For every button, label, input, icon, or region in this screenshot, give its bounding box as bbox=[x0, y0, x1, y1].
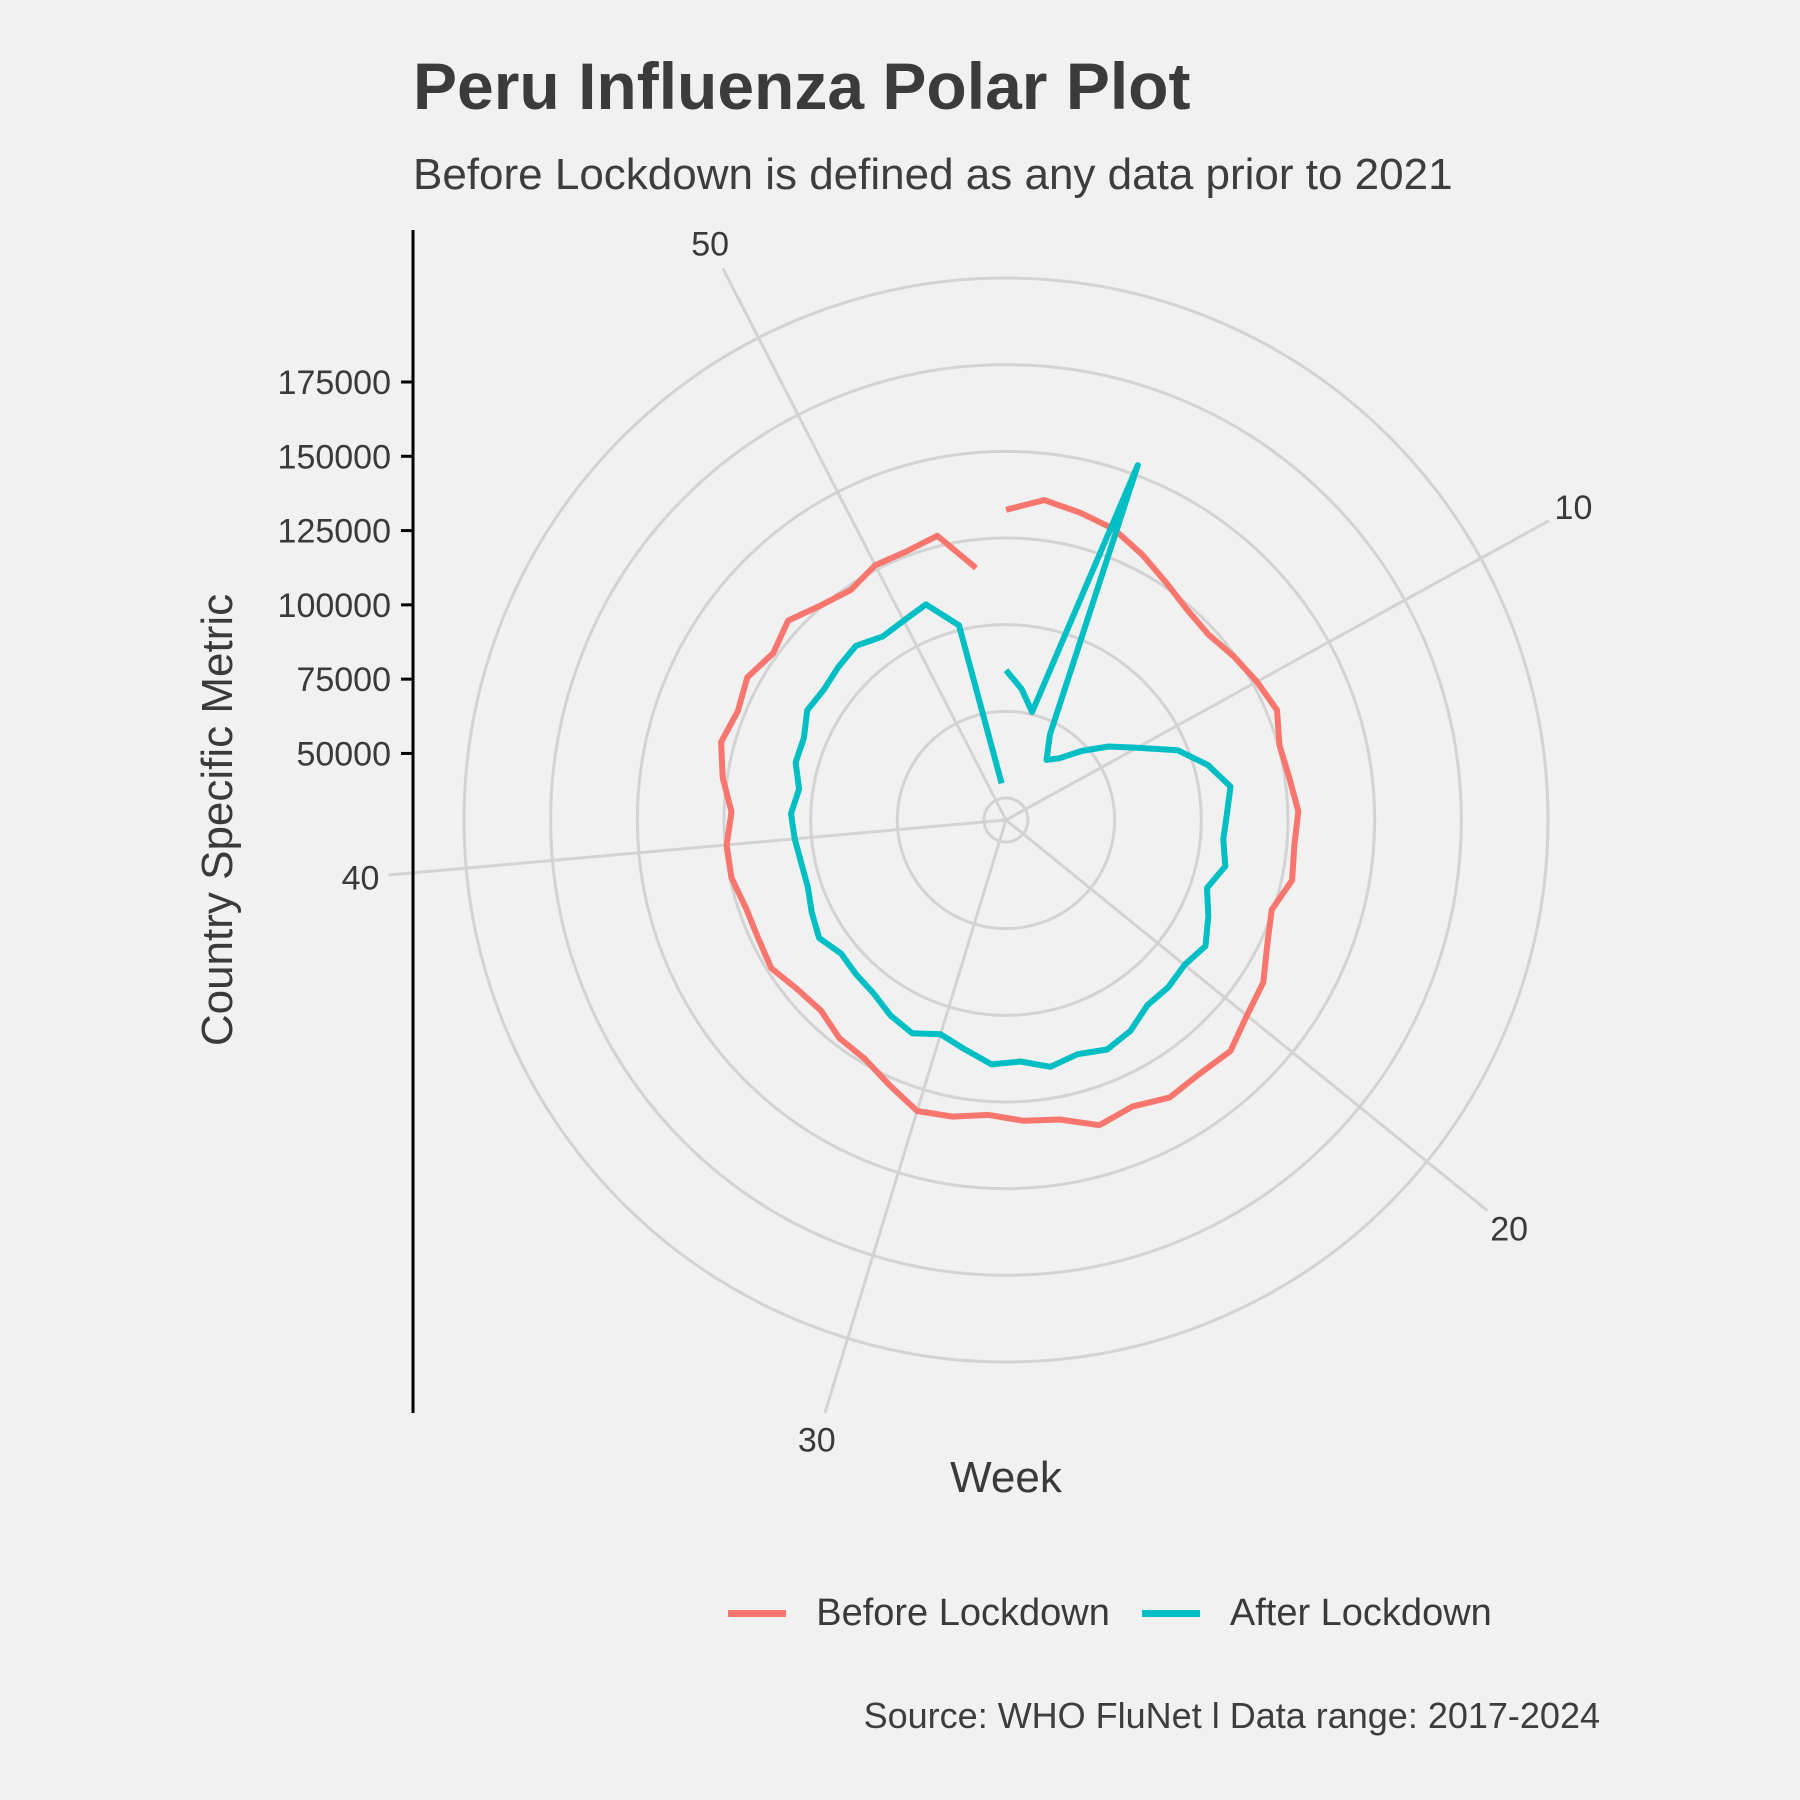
y-tick-label: 100000 bbox=[278, 587, 391, 625]
series-line-before-lockdown bbox=[718, 497, 1302, 1129]
grid-spoke bbox=[388, 818, 1007, 877]
x-tick-labels: 10 20 30 40 50 bbox=[342, 226, 1593, 1460]
legend-key-after bbox=[1141, 1610, 1200, 1617]
grid-ring bbox=[809, 623, 1203, 1017]
legend-item-after[interactable]: After Lockdown bbox=[1141, 1592, 1492, 1635]
chart-subtitle: Before Lockdown is defined as any data p… bbox=[413, 150, 1453, 199]
x-tick-label: 50 bbox=[691, 226, 729, 264]
grid-ring bbox=[895, 709, 1117, 931]
grid-ring bbox=[635, 449, 1377, 1191]
series-layer bbox=[718, 462, 1302, 1129]
y-axis: 50000 75000 100000 125000 150000 175000 bbox=[278, 230, 415, 1413]
x-tick-label: 20 bbox=[1490, 1210, 1528, 1248]
y-tick-label: 50000 bbox=[296, 735, 391, 773]
source-caption: Source: WHO FluNet l Data range: 2017-20… bbox=[863, 1695, 1600, 1736]
x-tick-label: 40 bbox=[342, 860, 380, 898]
grid-ring bbox=[722, 536, 1290, 1104]
grid-spoke bbox=[721, 267, 1008, 821]
legend-label-after: After Lockdown bbox=[1229, 1592, 1492, 1634]
y-axis-label: Country Specific Metric bbox=[193, 594, 242, 1046]
grid-ring bbox=[982, 796, 1030, 844]
grid-spoke bbox=[1005, 519, 1550, 822]
y-tick-label: 125000 bbox=[278, 513, 391, 551]
legend: Before Lockdown After Lockdown bbox=[210, 1592, 1800, 1635]
x-tick-label: 30 bbox=[798, 1422, 836, 1460]
series-line-after-lockdown bbox=[788, 462, 1234, 1070]
x-axis-label: Week bbox=[950, 1453, 1063, 1502]
legend-item-before[interactable]: Before Lockdown bbox=[728, 1592, 1110, 1635]
grid-ring bbox=[462, 276, 1550, 1364]
y-tick-label: 75000 bbox=[296, 661, 391, 699]
x-tick-label: 10 bbox=[1555, 489, 1593, 527]
grid-rings bbox=[462, 276, 1550, 1364]
grid-spoke bbox=[823, 819, 1008, 1414]
legend-key-before bbox=[728, 1610, 787, 1617]
chart-title: Peru Influenza Polar Plot bbox=[413, 49, 1191, 123]
grid-ring bbox=[549, 363, 1463, 1277]
legend-label-before: Before Lockdown bbox=[816, 1592, 1110, 1634]
y-tick-label: 150000 bbox=[278, 438, 391, 476]
y-tick-label: 175000 bbox=[278, 364, 391, 402]
